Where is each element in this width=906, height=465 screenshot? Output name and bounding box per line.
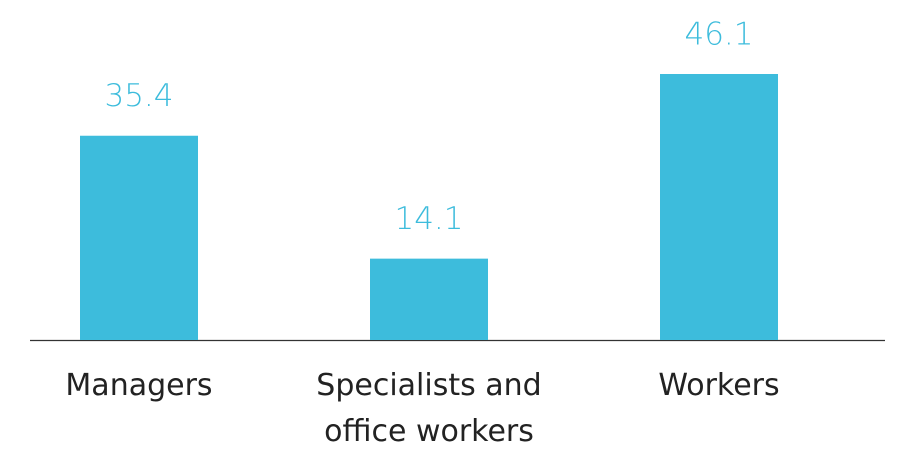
- bar: [660, 74, 778, 340]
- bar: [370, 258, 488, 340]
- value-label: 46.1: [684, 17, 753, 53]
- bar: [80, 135, 198, 340]
- value-label: 35.4: [104, 78, 173, 114]
- x-tick-label: Specialists and office workers: [316, 368, 542, 449]
- value-label: 14.1: [394, 201, 463, 237]
- x-tick-label: Managers: [65, 368, 213, 403]
- x-tick-label: Workers: [658, 368, 780, 403]
